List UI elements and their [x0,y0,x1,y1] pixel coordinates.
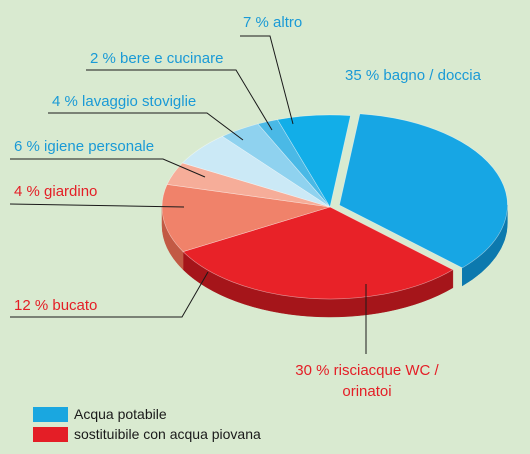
pie-slice-30-risciacque-wc-orinatoi [182,206,454,300]
leader-line-4-lavaggio-stoviglie [48,112,244,141]
pie-slice-35-bagno-doccia [339,113,508,269]
legend-item-potable: Acqua potabile [33,404,261,424]
legend-swatch-potable [33,406,68,422]
legend-swatch-rain [33,426,68,442]
leader-lines [9,35,367,354]
leader-line-7-altro [240,35,294,125]
pie-slices [161,113,508,300]
slice-label-7-altro: 7 % altro [243,14,302,31]
leader-line-12-bucato [10,271,209,318]
leader-line-4-giardino [9,203,185,208]
slice-label-2-bere-e-cucinare: 2 % bere e cucinare [90,50,223,67]
pie-slice-7-altro [277,114,351,208]
legend-item-rain: sostituibile con acqua piovana [33,424,261,444]
slice-label-12-bucato: 12 % bucato [14,297,97,314]
slice-label-35-bagno-doccia: 35 % bagno / doccia [345,67,482,84]
slice-label-6-igiene-personale: 6 % igiene personale [14,138,154,155]
slice-labels: 35 % bagno / doccia 30 % risciacque WC / o… [14,14,482,400]
slice-label-30-risciacque-wc-orinatoi: 30 % risciacque WC / orinatoi [295,362,439,400]
legend: Acqua potabile sostituibile con acqua pi… [33,404,261,444]
slice-label-4-lavaggio-stoviglie: 4 % lavaggio stoviglie [52,93,196,110]
leader-line-6-igiene-personale [10,158,206,178]
legend-label-rain: sostituibile con acqua piovana [74,426,261,442]
slice-label-4-giardino: 4 % giardino [14,183,97,200]
legend-label-potable: Acqua potabile [74,406,167,422]
leader-line-2-bere-e-cucinare [86,69,273,131]
